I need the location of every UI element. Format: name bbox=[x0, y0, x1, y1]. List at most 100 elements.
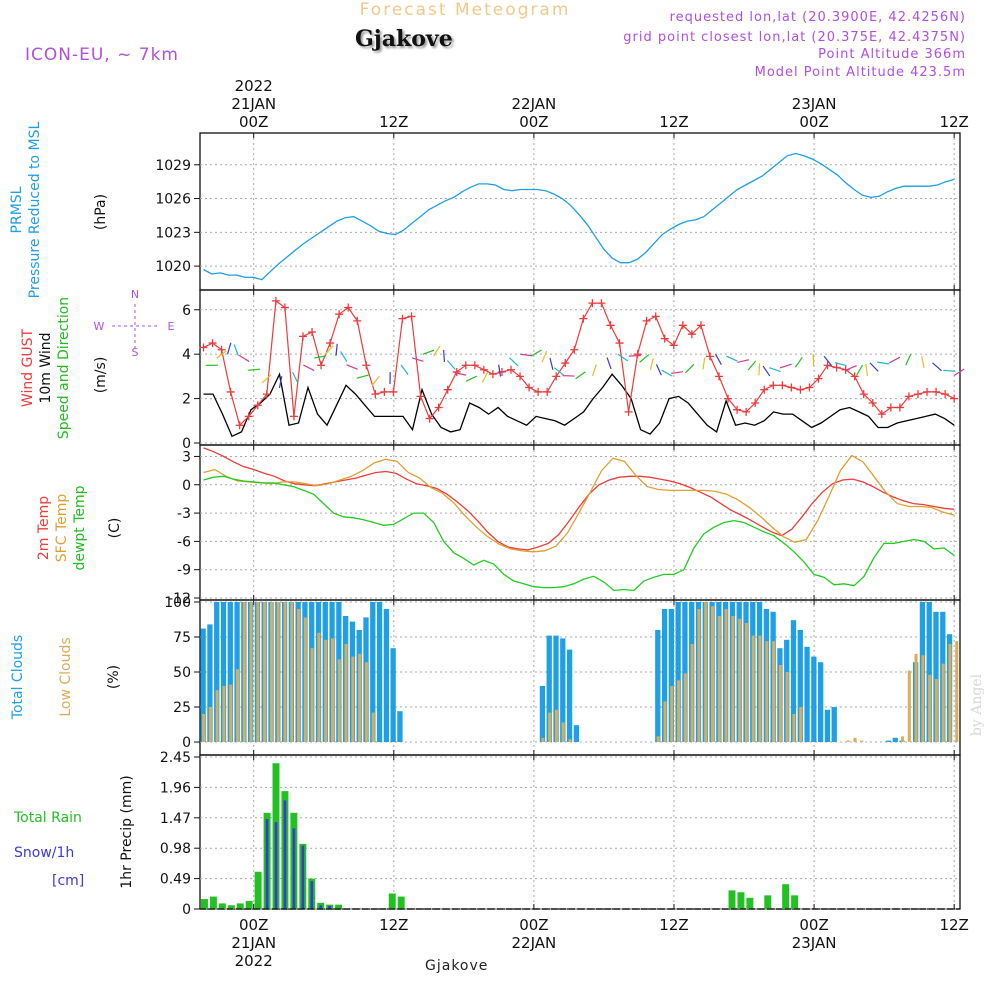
time-label-top: 23JAN bbox=[792, 95, 837, 113]
low-clouds-bar bbox=[290, 602, 294, 742]
wind-direction-arrow bbox=[628, 354, 641, 357]
wind-direction-arrow bbox=[411, 357, 424, 362]
total-clouds-label: Total Clouds bbox=[10, 634, 26, 720]
time-label-top: 12Z bbox=[939, 113, 968, 131]
time-label-top: 00Z bbox=[239, 113, 268, 131]
wind-gust-marker bbox=[371, 390, 380, 399]
low-clouds-bar bbox=[670, 686, 674, 742]
grid-point-coords: grid point closest lon,lat (20.375E, 42.… bbox=[623, 30, 966, 45]
wind-gust-marker bbox=[868, 399, 877, 408]
y-tick-label: 1020 bbox=[155, 259, 191, 275]
compass-cross bbox=[112, 304, 158, 348]
low-clouds-bar bbox=[541, 737, 545, 742]
wind-gust-marker bbox=[886, 403, 895, 412]
wind-direction-arrow bbox=[238, 354, 250, 363]
wind-gust-marker bbox=[398, 314, 407, 323]
y-tick-label: 100 bbox=[164, 595, 191, 611]
low-clouds-bar bbox=[860, 740, 864, 742]
wind-direction-arrow bbox=[715, 353, 722, 366]
wind-gust-marker bbox=[751, 399, 760, 408]
compass-east: E bbox=[168, 320, 175, 333]
y-tick-label: -6 bbox=[177, 534, 191, 550]
total-clouds-bar bbox=[566, 649, 573, 742]
wind-gust-marker bbox=[335, 310, 344, 319]
wind-gust-marker bbox=[651, 312, 660, 321]
time-label-bottom: 23JAN bbox=[792, 934, 837, 952]
wind-gust-marker bbox=[769, 381, 778, 390]
wind-direction-arrow bbox=[454, 372, 467, 376]
wind-direction-arrow bbox=[433, 345, 441, 357]
low-clouds-bar bbox=[792, 714, 796, 742]
time-label-top: 22JAN bbox=[512, 95, 557, 113]
low-clouds-bar bbox=[751, 635, 755, 742]
wind-direction-arrow bbox=[442, 349, 446, 362]
time-label-top: 2022 bbox=[235, 77, 273, 95]
dewpt-temp-line bbox=[203, 475, 955, 592]
wind-direction-arrow bbox=[762, 365, 771, 377]
wind-gust-marker bbox=[850, 372, 859, 381]
time-label-bottom: 00Z bbox=[519, 916, 548, 934]
wind-direction-arrow bbox=[509, 357, 519, 367]
wind-gust-marker bbox=[642, 316, 651, 325]
wind-gust-marker bbox=[805, 383, 814, 392]
low-clouds-bar bbox=[310, 648, 314, 742]
total-clouds-bar bbox=[560, 638, 566, 742]
total-clouds-bar bbox=[227, 602, 233, 742]
wind-gust-marker bbox=[796, 385, 805, 394]
snow-bar bbox=[328, 905, 331, 909]
snow-label: Snow/1h bbox=[14, 845, 75, 861]
wind-gust-marker bbox=[362, 361, 371, 370]
sfc-temp-line bbox=[203, 454, 955, 553]
model-label: ICON-EU, ~ 7km bbox=[25, 45, 179, 65]
time-label-top: 21JAN bbox=[231, 95, 276, 113]
wind-gust-marker bbox=[461, 361, 470, 370]
wind-gust-marker bbox=[950, 394, 959, 403]
rain-bar bbox=[791, 895, 799, 909]
watermark: by Angel bbox=[969, 673, 985, 737]
y-tick-label: 4 bbox=[182, 347, 191, 363]
wind-gust-marker bbox=[208, 339, 217, 348]
low-clouds-label: Low Clouds bbox=[58, 637, 74, 717]
snow-bar bbox=[283, 800, 287, 909]
wind-gust-marker bbox=[217, 345, 226, 354]
wind-gust-marker bbox=[733, 405, 742, 414]
low-clouds-bar bbox=[364, 662, 368, 742]
low-clouds-bar bbox=[663, 701, 667, 742]
temperature-unit-label: (C) bbox=[107, 517, 123, 539]
total-clouds-bar bbox=[885, 740, 892, 742]
time-label-bottom: 2022 bbox=[235, 952, 273, 970]
y-tick-label: -12 bbox=[168, 591, 191, 607]
temp-2m-line bbox=[203, 447, 955, 551]
low-clouds-bar bbox=[249, 602, 253, 742]
wind-direction-arrow bbox=[905, 353, 912, 366]
wind-direction-arrow bbox=[856, 364, 864, 376]
time-label-top: 00Z bbox=[519, 113, 548, 131]
low-clouds-bar bbox=[772, 641, 776, 742]
wind-direction-arrow bbox=[877, 361, 890, 365]
low-clouds-bar bbox=[799, 707, 803, 742]
total-clouds-bar bbox=[539, 686, 546, 742]
low-clouds-bar bbox=[235, 669, 240, 742]
wind-direction-arrow bbox=[747, 360, 757, 371]
wind-gust-marker bbox=[895, 403, 904, 412]
wind-gust-marker bbox=[877, 410, 886, 419]
wind-direction-arrow bbox=[606, 357, 612, 370]
wind-gust-marker bbox=[416, 392, 425, 401]
low-clouds-bar bbox=[907, 670, 911, 742]
location-title: Gjakove bbox=[355, 26, 453, 52]
wind-gust-marker bbox=[859, 390, 868, 399]
snow-bar bbox=[274, 822, 278, 909]
wind-direction-arrow bbox=[943, 369, 956, 372]
wind-label: Wind GUST 10m Wind Speed and Direction bbox=[20, 296, 72, 440]
total-clouds-bar bbox=[661, 609, 668, 742]
low-clouds-bar bbox=[263, 602, 267, 742]
low-clouds-bar bbox=[371, 712, 375, 742]
rain-bar bbox=[737, 892, 745, 909]
rain-bar bbox=[254, 871, 262, 909]
low-clouds-bar bbox=[948, 644, 952, 742]
low-clouds-bar bbox=[561, 722, 565, 742]
y-tick-label: 1023 bbox=[155, 225, 191, 241]
total-clouds-bar bbox=[573, 725, 579, 742]
wind-gust-marker bbox=[244, 412, 253, 421]
total-clouds-bar bbox=[200, 628, 206, 742]
